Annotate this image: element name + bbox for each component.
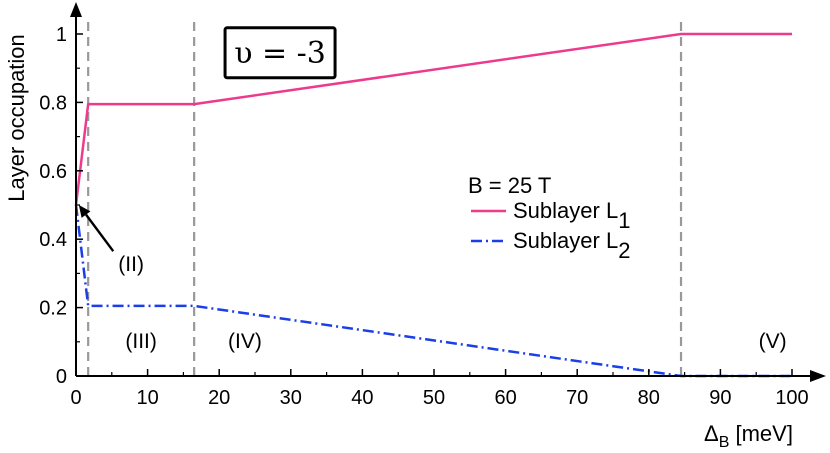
x-tick-label: 90 (709, 387, 731, 409)
filling-factor-text: υ = -3 (234, 36, 326, 71)
legend-title: B = 25 T (468, 173, 551, 198)
x-tick-label: 20 (208, 387, 230, 409)
ticks: 0 10 20 30 40 50 60 70 80 90 100 0 0.2 0.4 0.6 0.8 1 (39, 24, 809, 409)
x-tick-label: 80 (638, 387, 660, 409)
y-tick-label: 0.4 (39, 229, 67, 251)
filling-factor-box (223, 26, 337, 80)
annotation-arrow (78, 205, 115, 252)
series-line-1 (74, 32, 792, 206)
x-tick-label: 70 (566, 387, 588, 409)
region-label-1: (II) (118, 253, 144, 276)
y-tick-label: 0.6 (39, 161, 67, 183)
x-tick-label: 0 (70, 387, 81, 409)
y-tick-label: 0 (56, 366, 67, 388)
x-tick-label: 50 (423, 387, 445, 409)
x-tick-label: 40 (351, 387, 373, 409)
y-axis-title: Layer occupation (4, 34, 29, 202)
legend-entry-1: Sublayer L1 (513, 198, 630, 233)
y-tick-label: 0.8 (39, 92, 67, 114)
x-tick-label: 100 (775, 387, 808, 409)
x-tick-label: 10 (136, 387, 158, 409)
series-line-2 (74, 204, 792, 378)
x-tick-label: 60 (494, 387, 516, 409)
region-label-4: (V) (759, 330, 787, 353)
y-axis-arrowhead (70, 2, 82, 17)
filling-factor-label: υ = -3 (223, 26, 337, 80)
y-tick-label: 0.2 (39, 298, 67, 320)
series-lines (74, 32, 792, 378)
region-label-3: (IV) (228, 330, 262, 353)
x-axis-arrowhead (810, 370, 826, 382)
region-label-2: (III) (125, 330, 157, 353)
arrow-head (78, 205, 91, 218)
axes (70, 2, 826, 382)
region-labels: (II) (III) (IV) (V) (118, 253, 786, 353)
x-axis-title: ΔB [meV] (704, 421, 793, 451)
legend-entry-2: Sublayer L2 (513, 228, 630, 263)
arrow-shaft (85, 213, 115, 252)
y-tick-label: 1 (56, 24, 67, 46)
x-tick-label: 30 (280, 387, 302, 409)
